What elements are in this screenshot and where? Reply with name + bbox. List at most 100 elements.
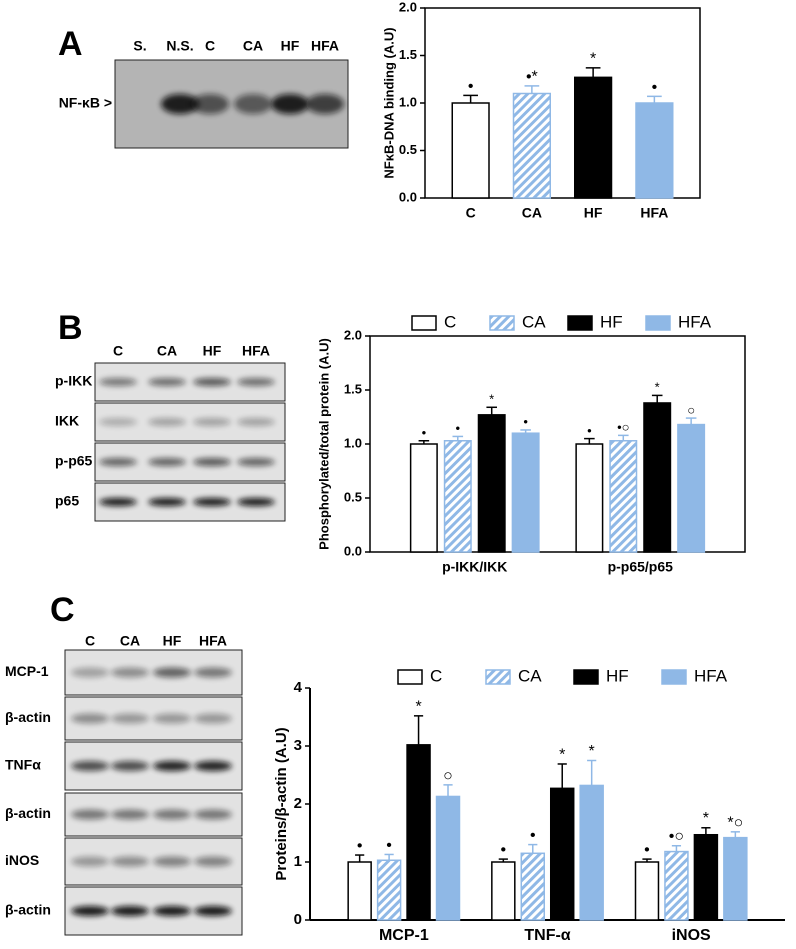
significance-marker: •* <box>526 68 538 85</box>
row-label: NF-κB > <box>59 95 112 111</box>
y-tick-label: 1.0 <box>344 435 362 450</box>
blot-band <box>99 458 137 466</box>
lane-label: CA <box>243 38 263 54</box>
blot-band <box>71 856 109 867</box>
significance-marker: * <box>415 698 421 715</box>
blot-band <box>237 418 275 426</box>
significance-marker: * <box>559 746 565 763</box>
blot-band <box>148 418 186 426</box>
blot-band <box>194 761 232 771</box>
lane-label: CA <box>120 633 140 649</box>
x-tick-label: iNOS <box>672 927 711 944</box>
blot-band <box>194 667 232 678</box>
blot-band <box>237 458 275 466</box>
blot-band <box>153 761 191 771</box>
blot-band <box>71 667 109 678</box>
y-axis-label: NFκB-DNA binding (A.U) <box>381 27 396 178</box>
bar <box>406 744 431 921</box>
row-label: p65 <box>55 493 79 509</box>
blot-band <box>153 667 191 678</box>
bar <box>549 787 575 921</box>
bar <box>574 76 613 199</box>
lane-label: C <box>205 38 215 54</box>
blot-band <box>193 458 231 466</box>
blot-band <box>148 498 186 506</box>
blot-band <box>194 713 232 724</box>
blot-band <box>111 809 149 820</box>
bar <box>347 861 372 921</box>
row-label: MCP-1 <box>5 663 49 679</box>
x-tick-label: HF <box>584 205 603 221</box>
x-tick-label: p-IKK/IKK <box>442 559 507 575</box>
panel-label: A <box>58 25 83 63</box>
blot-band <box>111 667 149 678</box>
y-tick-label: 0.0 <box>399 189 417 204</box>
significance-marker: • <box>422 425 427 440</box>
blot-band <box>194 809 232 820</box>
bar <box>693 833 719 921</box>
significance-marker: • <box>468 78 474 95</box>
y-tick-label: 0 <box>294 911 302 928</box>
significance-marker: • <box>386 837 392 854</box>
legend-label: C <box>444 312 456 331</box>
blot-band <box>148 458 186 466</box>
lane-label: CA <box>157 343 177 359</box>
legend-label: C <box>430 666 442 685</box>
bar <box>579 784 604 921</box>
blot-band <box>153 809 191 820</box>
lane-label: HFA <box>311 38 339 54</box>
significance-marker: • <box>357 837 363 854</box>
bar <box>491 861 516 921</box>
legend-label: HF <box>606 666 629 685</box>
blot-band <box>194 906 232 916</box>
y-tick-label: 1 <box>294 853 302 870</box>
blot-band <box>161 94 199 114</box>
bar <box>512 92 551 199</box>
panel-label: B <box>58 309 83 347</box>
blot-band <box>193 498 231 506</box>
significance-marker: * <box>703 810 709 827</box>
significance-marker: • <box>644 842 650 859</box>
y-axis-label: Phosphorylated/total protein (A.U) <box>316 338 331 550</box>
y-tick-label: 2 <box>294 795 302 812</box>
row-label: IKK <box>55 413 79 429</box>
legend-swatch <box>567 315 593 331</box>
blot-band <box>153 906 191 916</box>
row-label: β-actin <box>5 902 51 918</box>
blot-band <box>237 378 275 386</box>
x-tick-label: CA <box>522 205 542 221</box>
blot-band <box>153 856 191 867</box>
x-tick-label: MCP-1 <box>379 927 429 944</box>
lane-label: HF <box>163 633 182 649</box>
blot-band <box>111 856 149 867</box>
significance-marker: • <box>456 421 461 436</box>
legend-swatch <box>411 315 437 331</box>
significance-marker: • <box>652 79 658 96</box>
legend-swatch <box>489 315 515 331</box>
legend-swatch <box>661 669 687 685</box>
blot-band <box>111 906 149 916</box>
y-tick-label: 4 <box>294 679 303 696</box>
blot-band <box>306 94 344 114</box>
bar <box>677 423 706 553</box>
blot-band <box>193 378 231 386</box>
x-tick-label: p-p65/p65 <box>608 559 674 575</box>
significance-marker: • <box>523 414 528 429</box>
bar <box>451 102 490 199</box>
blot-band <box>111 713 149 724</box>
lane-label: C <box>113 343 123 359</box>
significance-marker: *○ <box>727 814 743 831</box>
row-label: β-actin <box>5 805 51 821</box>
y-tick-label: 3 <box>294 737 302 754</box>
significance-marker: • <box>530 827 536 844</box>
significance-marker: •○ <box>617 420 629 435</box>
bar <box>643 402 672 553</box>
lane-label: N.S. <box>166 38 193 54</box>
bar <box>376 859 402 921</box>
row-label: β-actin <box>5 709 51 725</box>
significance-marker: • <box>587 423 592 438</box>
bar <box>635 102 674 199</box>
legend-label: CA <box>518 666 542 685</box>
bar <box>443 440 472 553</box>
